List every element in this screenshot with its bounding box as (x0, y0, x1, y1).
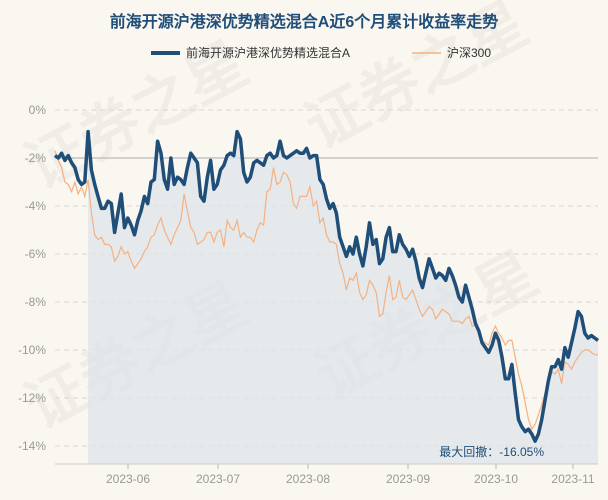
x-tick-label: 2023-09 (386, 472, 430, 486)
y-axis-ticks: 0% -2% -4% -6% -8% -10% -12% -14% (18, 103, 46, 453)
series-line-index (54, 150, 598, 431)
y-tick-label: 0% (29, 103, 47, 117)
y-tick-label: -4% (25, 199, 47, 213)
x-axis-ticks: 2023-06 2023-07 2023-08 2023-09 2023-10 2023-… (106, 464, 595, 486)
x-tick-label: 2023-07 (196, 472, 240, 486)
legend-label-index: 沪深300 (447, 46, 491, 60)
y-tick-label: -6% (25, 247, 47, 261)
y-tick-label: -10% (18, 343, 46, 357)
series-line-fund (53, 129, 600, 443)
y-tick-label: -8% (25, 295, 47, 309)
x-tick-label: 2023-08 (286, 472, 330, 486)
fund-area (88, 131, 598, 464)
x-tick-label: 2023-11 (551, 472, 594, 486)
y-tick-label: -2% (25, 151, 47, 165)
legend-label-fund: 前海开源沪港深优势精选混合A (186, 45, 350, 60)
chart-title: 前海开源沪港深优势精选混合A近6个月累计收益率走势 (110, 12, 498, 31)
y-tick-label: -14% (18, 439, 46, 453)
legend: 前海开源沪港深优势精选混合A 沪深300 (151, 45, 491, 60)
x-tick-label: 2023-06 (106, 472, 150, 486)
y-tick-label: -12% (18, 391, 46, 405)
max-drawdown-annotation: 最大回撤：-16.05% (439, 444, 544, 459)
x-tick-label: 2023-10 (474, 472, 518, 486)
